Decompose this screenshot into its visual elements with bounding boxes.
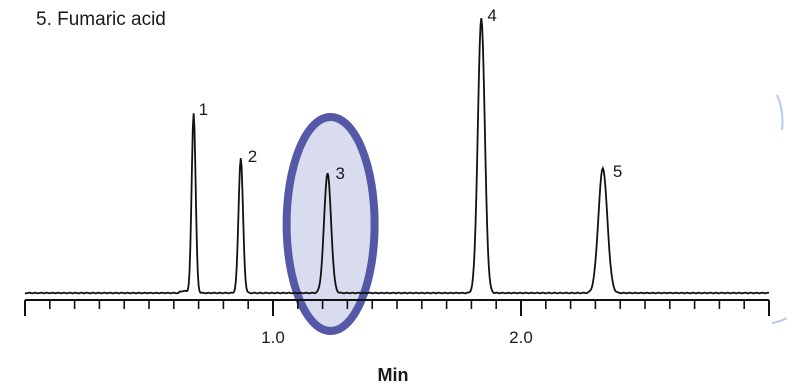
x-tick-label: 1.0 xyxy=(261,328,285,347)
chromatogram-trace xyxy=(24,18,770,295)
x-tick-label: 2.0 xyxy=(509,328,533,347)
peak-labels: 1 2 3 4 5 xyxy=(199,6,623,183)
x-axis-title: Min xyxy=(378,365,409,385)
trace-group xyxy=(24,18,770,295)
decorative-arc-right xyxy=(776,94,784,131)
peak-label: 2 xyxy=(248,147,257,166)
peak-label: 4 xyxy=(487,6,496,25)
peak-label: 1 xyxy=(199,100,208,119)
x-axis: 1.0 2.0 xyxy=(24,299,770,347)
decorative-arc-bottom-right xyxy=(771,317,787,324)
peak-label: 3 xyxy=(336,164,345,183)
legend-entry-fumaric-acid: 5. Fumaric acid xyxy=(36,9,166,30)
peak-label: 5 xyxy=(613,162,622,181)
legend: 5. Fumaric acid xyxy=(36,9,166,30)
